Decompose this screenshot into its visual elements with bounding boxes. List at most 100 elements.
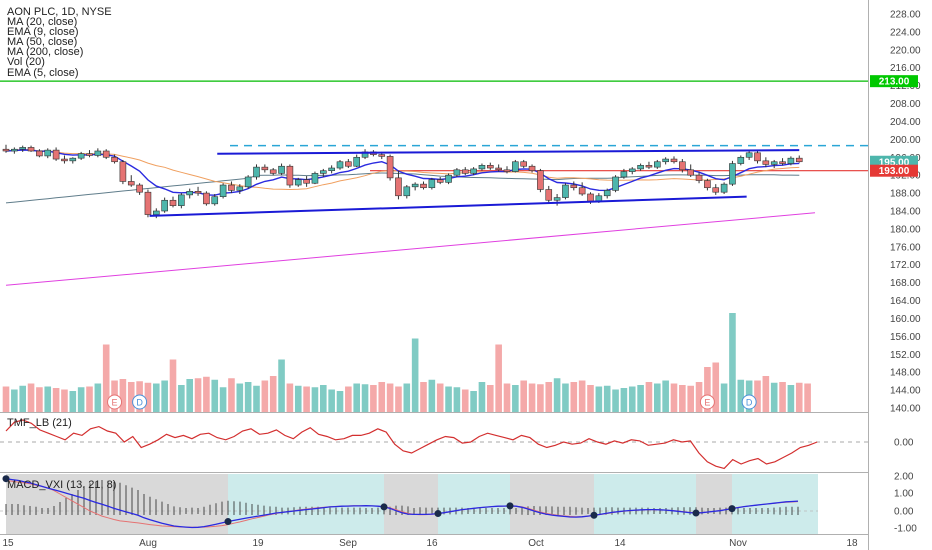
- candle-body: [779, 161, 786, 164]
- candle-body: [545, 189, 553, 201]
- candle-body: [102, 150, 110, 158]
- candle-body: [470, 168, 477, 174]
- volume-bar: [787, 385, 795, 412]
- candle-body: [153, 210, 160, 215]
- volume-bar: [687, 385, 694, 412]
- resistance-price-label-bg: [870, 75, 918, 88]
- volume-bar: [169, 359, 177, 412]
- levels-layer: [0, 80, 868, 512]
- volume-bar: [52, 388, 60, 412]
- macd-tick-label: 0.00: [894, 507, 914, 518]
- candle-body: [512, 161, 519, 172]
- legend-ema5[interactable]: EMA (5, close): [7, 67, 79, 79]
- macd-cross-marker: [434, 510, 442, 518]
- candle-body: [186, 191, 193, 196]
- price-tick-label: 228.00: [890, 10, 921, 21]
- price-tick-label: 208.00: [890, 99, 921, 110]
- price-tick-label: 188.00: [890, 189, 921, 200]
- grid-layer: [0, 0, 869, 550]
- candle-body: [411, 183, 419, 188]
- candle-body: [562, 184, 569, 198]
- price-tick-label: 144.00: [890, 386, 921, 397]
- volume-bar: [762, 376, 770, 412]
- volume-bar: [27, 383, 35, 412]
- tmf-pane-label[interactable]: TMF_LB (21): [7, 417, 72, 429]
- legend: AON PLC, 1D, NYSE MA (20, close) EMA (9,…: [7, 6, 112, 79]
- candle-body: [720, 183, 728, 193]
- candle-body: [336, 161, 344, 169]
- macd-shade-1: [228, 474, 384, 534]
- volume-bar: [654, 383, 661, 412]
- price-tick-label: 168.00: [890, 278, 921, 289]
- macd-pane-label[interactable]: MACD_VXI (13, 21, 8): [7, 479, 116, 491]
- macd-shade-2: [384, 474, 438, 534]
- candle-body: [570, 184, 578, 189]
- macd-shade-5: [594, 474, 696, 534]
- date-tick-label: Oct: [528, 538, 544, 549]
- volume-bar: [436, 383, 444, 412]
- candle-body: [119, 161, 127, 182]
- volume-bar: [453, 387, 461, 412]
- volume-bar: [537, 384, 544, 412]
- legend-ma20[interactable]: MA (20, close): [7, 16, 77, 28]
- legend-ema9[interactable]: EMA (9, close): [7, 26, 79, 38]
- candle-body: [704, 180, 711, 189]
- price-tick-label: 220.00: [890, 45, 921, 56]
- candle-body: [69, 157, 77, 162]
- event-badge-label: E: [112, 398, 118, 408]
- volume-bar: [320, 385, 327, 412]
- volume-bar: [69, 391, 77, 412]
- volume-bar: [86, 386, 93, 412]
- candle-body: [94, 150, 102, 156]
- volume-bar: [328, 389, 335, 412]
- volume-bar: [679, 385, 686, 412]
- candle-body: [328, 167, 335, 172]
- event-badge-e: [699, 394, 715, 410]
- volume-bar: [461, 389, 469, 412]
- candle-body: [36, 150, 43, 157]
- date-tick-label: Nov: [729, 538, 747, 549]
- candle-body: [353, 156, 361, 167]
- tmf-line: [5, 419, 818, 470]
- ma200-line: [5, 212, 816, 286]
- current-price-label: 195.00: [879, 157, 910, 168]
- candle-body: [278, 165, 285, 174]
- legend-vol20[interactable]: Vol (20): [7, 56, 45, 68]
- trendline-upper: [217, 149, 800, 155]
- volume-bar: [244, 382, 252, 412]
- volume-bar: [228, 378, 235, 412]
- candle-body: [603, 190, 611, 197]
- candles-layer: [2, 144, 803, 219]
- volume-bar: [186, 379, 193, 412]
- volume-bar: [153, 383, 160, 412]
- volume-bar: [161, 380, 168, 412]
- candle-body: [261, 166, 269, 171]
- candle-body: [762, 160, 770, 165]
- volume-bar: [495, 344, 502, 412]
- macd-tick-label: -1.00: [894, 524, 917, 535]
- date-tick-label: 14: [614, 538, 626, 549]
- ema9-line: [5, 149, 800, 196]
- legend-ma50[interactable]: MA (50, close): [7, 36, 77, 48]
- legend-ma200[interactable]: MA (200, close): [7, 46, 83, 58]
- volume-bar: [628, 386, 636, 412]
- candle-body: [127, 181, 135, 186]
- volume-bar: [261, 380, 269, 412]
- volume-bar: [19, 385, 26, 412]
- candle-body: [595, 195, 603, 202]
- candle-body: [628, 168, 636, 172]
- candle-body: [495, 167, 502, 171]
- macd-shading-layer: [6, 474, 818, 534]
- volume-bar: [311, 387, 319, 412]
- candle-body: [203, 192, 210, 205]
- volume-bar: [578, 380, 586, 412]
- volume-bar: [370, 385, 377, 412]
- candle-body: [286, 165, 294, 186]
- volume-bar: [645, 382, 653, 412]
- date-tick-label: Sep: [339, 538, 357, 549]
- candle-body: [420, 183, 427, 189]
- macd-tick-label: 2.00: [894, 472, 914, 483]
